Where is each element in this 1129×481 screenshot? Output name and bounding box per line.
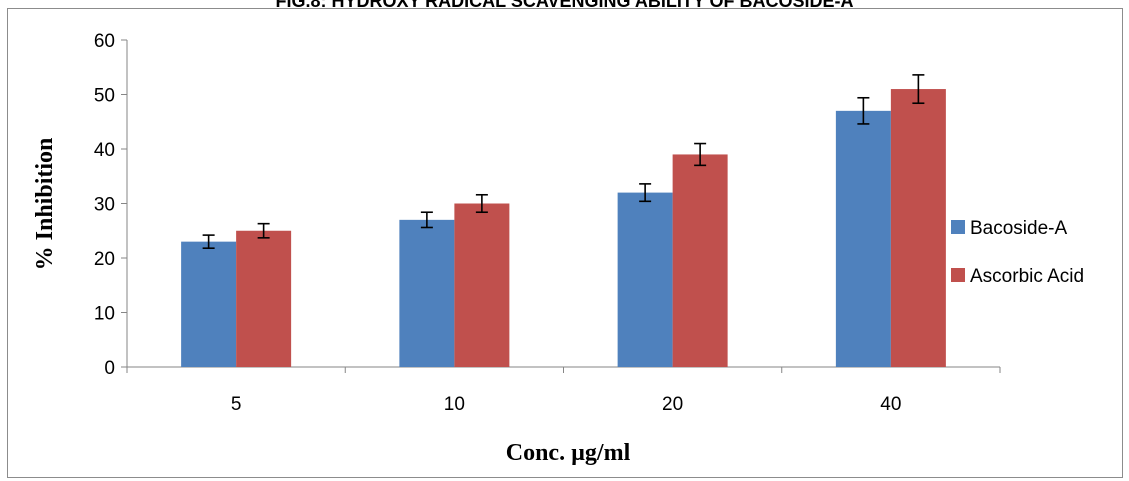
- chart-frame: [7, 8, 1123, 478]
- legend-swatch: [951, 220, 965, 234]
- x-tick-label: 5: [231, 394, 242, 415]
- legend-label: Bacoside-A: [970, 218, 1067, 239]
- y-tick-label: 40: [94, 140, 115, 161]
- chart-title: FIG.8: HYDROXY RADICAL SCAVENGING ABILIT…: [275, 0, 854, 11]
- y-tick-label: 0: [104, 358, 115, 379]
- bar-ascorbic-acid-20: [672, 154, 728, 367]
- bar-ascorbic-acid-5: [236, 230, 292, 367]
- x-tick-label: 10: [444, 394, 465, 415]
- bar-bacoside-a-5: [181, 241, 237, 367]
- x-axis-title: Conc. µg/ml: [506, 440, 631, 466]
- error-bars: [202, 74, 925, 249]
- bar-bacoside-a-40: [835, 110, 891, 367]
- bars: [181, 89, 946, 368]
- bar-ascorbic-acid-10: [454, 203, 510, 367]
- tick-labels: 0 10 20 30 40 50 60 5 10 20 40: [94, 31, 902, 415]
- y-axis-title: % Inhibition: [32, 138, 58, 271]
- x-tick-label: 20: [662, 394, 683, 415]
- x-tick-label: 40: [880, 394, 901, 415]
- bar-ascorbic-acid-40: [890, 89, 946, 368]
- y-tick-label: 30: [94, 195, 115, 216]
- y-tick-label: 20: [94, 249, 115, 270]
- bar-bacoside-a-20: [617, 192, 673, 367]
- y-tick-label: 10: [94, 304, 115, 325]
- legend: Bacoside-A Ascorbic Acid: [951, 218, 1084, 287]
- bar-bacoside-a-10: [399, 219, 455, 367]
- legend-swatch: [951, 268, 965, 282]
- y-tick-label: 50: [94, 86, 115, 107]
- y-tick-label: 60: [94, 31, 115, 52]
- legend-label: Ascorbic Acid: [970, 266, 1084, 287]
